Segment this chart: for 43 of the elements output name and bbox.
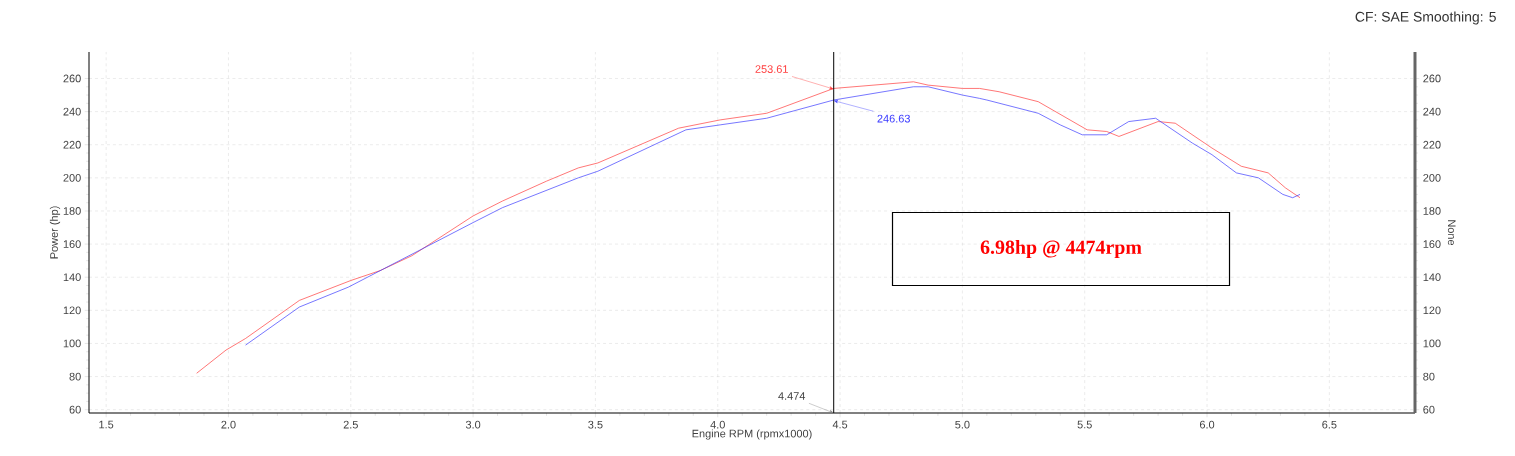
y-tick-label: 240: [63, 107, 81, 116]
y2-tick-label: 200: [1423, 173, 1441, 182]
y2-tick-label: 120: [1423, 306, 1441, 315]
y-tick-label: 80: [69, 372, 81, 381]
annotation: 246.63: [877, 114, 910, 123]
y2-tick-label: 100: [1423, 339, 1441, 348]
x-tick-label: 6.5: [1322, 420, 1337, 429]
x-tick-label: 4.5: [832, 420, 848, 429]
annotation: 6.98hp @ 4474rpm: [980, 239, 1142, 259]
y-tick-label: 140: [63, 273, 81, 282]
y-tick-label: 120: [63, 306, 81, 315]
x-tick-label: 1.5: [99, 420, 114, 429]
x-tick-label: 6.0: [1199, 420, 1215, 429]
annotation: 253.61: [755, 65, 788, 73]
y-tick-label: 260: [63, 74, 81, 83]
y-tick-label: 200: [63, 173, 81, 182]
x-tick-label: 4.0: [710, 420, 725, 429]
y-tick-label: 180: [63, 207, 81, 215]
line-series: [196, 81, 1301, 374]
y2-tick-label: 220: [1423, 140, 1441, 149]
y-tick-label: 160: [63, 240, 81, 248]
y2-tick-label: 240: [1423, 107, 1441, 116]
line-series: [245, 86, 1301, 346]
x-tick-label: 3.5: [588, 420, 603, 429]
y2-tick-label: 140: [1423, 273, 1441, 282]
y2-tick-label: 180: [1423, 207, 1441, 215]
y-tick-label: 100: [63, 339, 81, 348]
y-axis-title: Power (hp): [49, 206, 61, 259]
y-tick-label: 220: [63, 140, 81, 149]
y2-tick-label: 160: [1423, 240, 1441, 248]
chart-subtitle: CF: SAE Smoothing: 5: [1355, 11, 1496, 25]
x-tick-label: 3.0: [465, 420, 481, 429]
x-tick-label: 5.0: [955, 420, 970, 429]
y2-tick-label: 80: [1423, 372, 1435, 381]
x-axis-title: Engine RPM (rpmx1000): [692, 429, 812, 440]
x-tick-label: 2.5: [343, 420, 358, 429]
y2-tick-label: 60: [1423, 405, 1435, 414]
ref-line-label: 4.474: [778, 392, 806, 400]
y2-tick-label: 260: [1423, 74, 1441, 83]
y-tick-label: 60: [69, 405, 81, 414]
x-tick-label: 5.5: [1077, 420, 1092, 429]
x-tick-label: 2.0: [221, 420, 236, 429]
y2-axis-title: None: [1447, 220, 1456, 246]
